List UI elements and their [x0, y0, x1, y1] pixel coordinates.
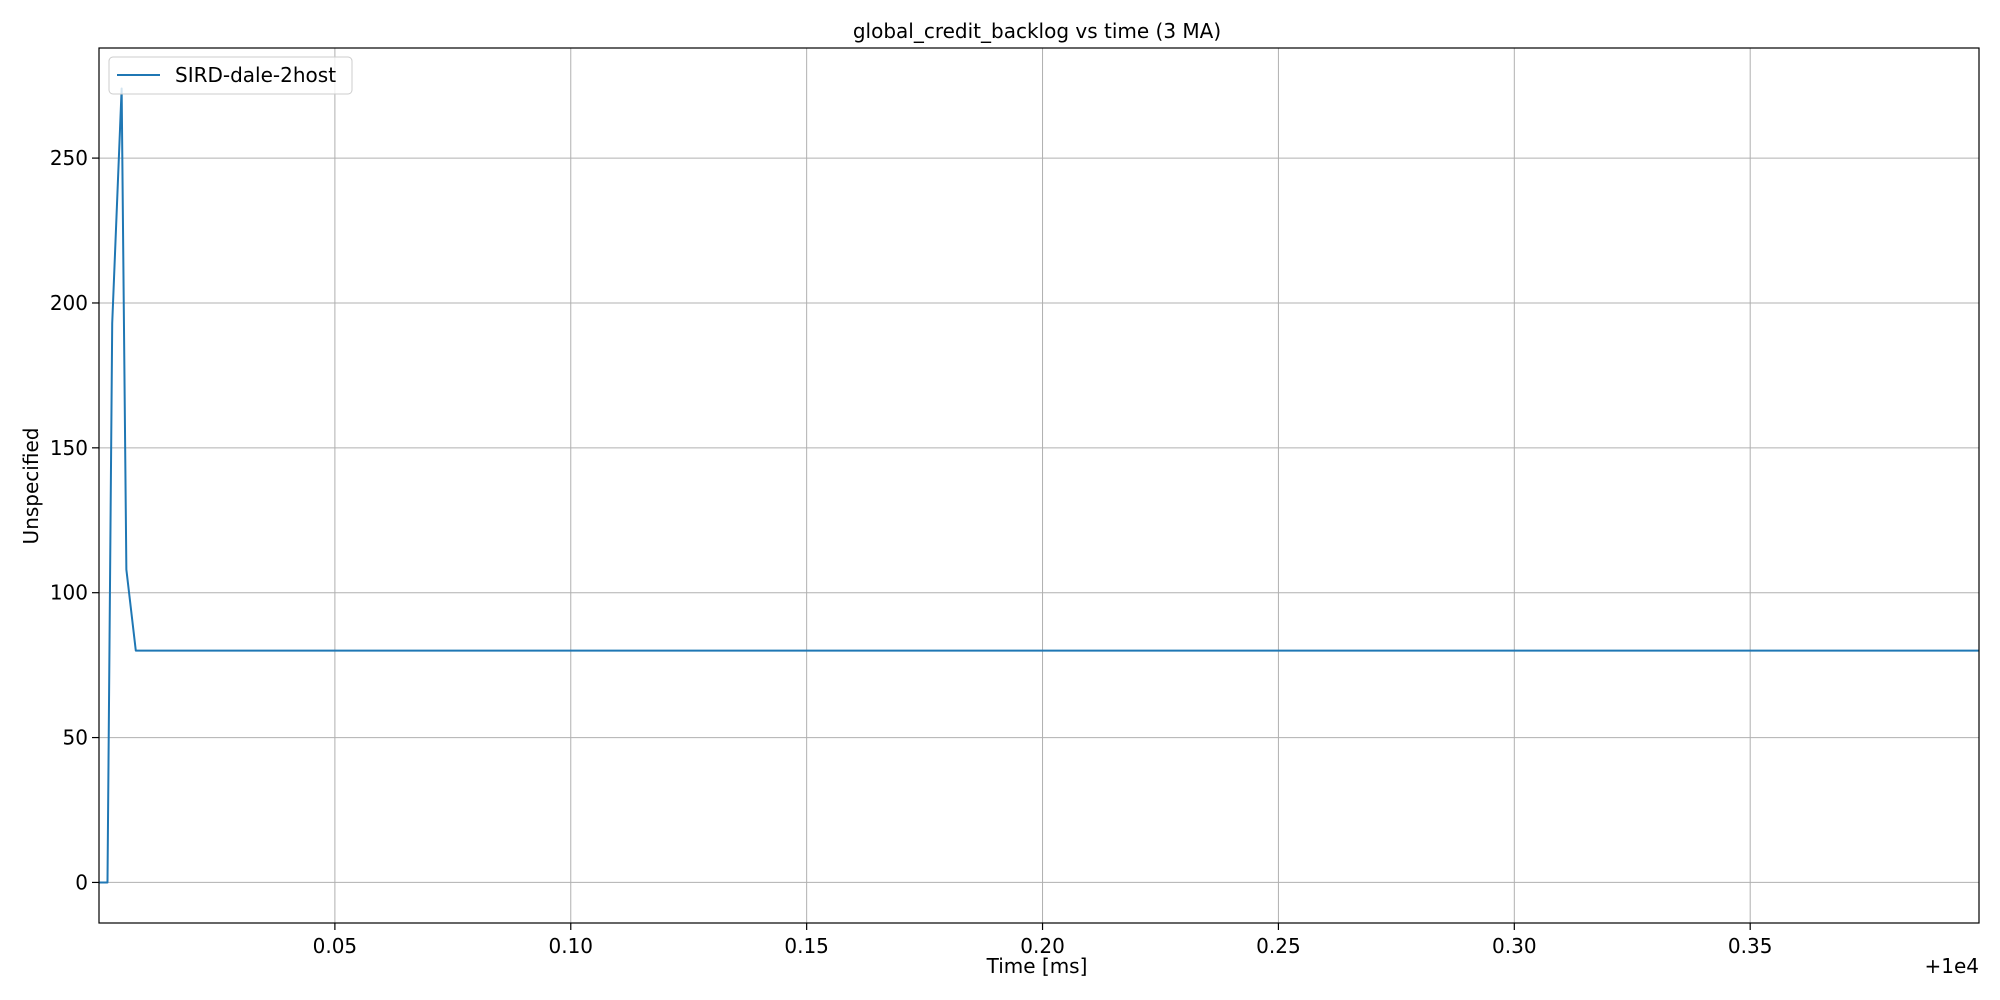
legend-label-sird-dale-2host: SIRD-dale-2host — [175, 63, 336, 87]
y-tick-label: 250 — [50, 146, 88, 170]
y-axis-label: Unspecified — [19, 428, 43, 545]
grid — [99, 48, 1979, 923]
y-tick-label: 150 — [50, 436, 88, 460]
legend-box — [108, 56, 353, 95]
y-tick-label: 100 — [50, 581, 88, 605]
y-axis: 0 50 100 150 200 250 — [50, 146, 99, 894]
x-tick-label: 0.05 — [313, 934, 358, 958]
x-axis: 0.05 0.10 0.15 0.20 0.25 0.30 0.35 — [313, 923, 1773, 958]
y-tick-label: 50 — [63, 726, 88, 750]
x-tick-label: 0.30 — [1492, 934, 1537, 958]
x-axis-label: Time [ms] — [986, 954, 1088, 978]
x-axis-offset-label: +1e4 — [1924, 954, 1979, 978]
legend: SIRD-dale-2host — [108, 56, 353, 95]
x-tick-label: 0.35 — [1728, 934, 1773, 958]
x-tick-label: 0.20 — [1020, 934, 1065, 958]
x-tick-label: 0.10 — [549, 934, 594, 958]
x-tick-label: 0.15 — [784, 934, 829, 958]
x-tick-label: 0.25 — [1256, 934, 1301, 958]
chart-title: global_credit_backlog vs time (3 MA) — [853, 19, 1221, 43]
y-tick-label: 0 — [75, 870, 88, 894]
plot-frame — [98, 47, 1980, 924]
y-tick-label: 200 — [50, 291, 88, 315]
